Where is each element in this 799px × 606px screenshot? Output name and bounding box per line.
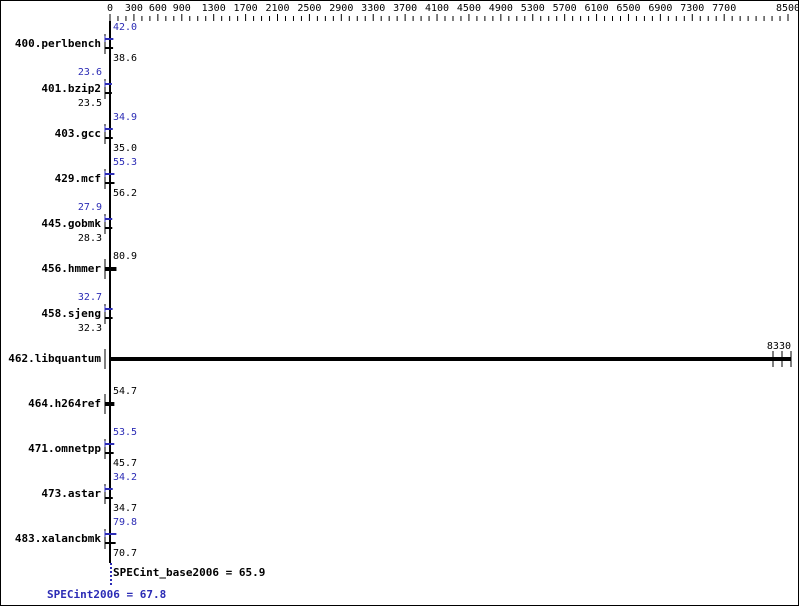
value-label-base: 56.2 xyxy=(113,188,137,199)
peak-summary-label: SPECint2006 = 67.8 xyxy=(47,588,166,601)
bar-base xyxy=(105,47,114,49)
bar-peak xyxy=(105,443,115,445)
benchmark-label: 483.xalancbmk xyxy=(15,532,101,545)
value-label-base: 8330 xyxy=(767,341,791,352)
bar-peak xyxy=(105,83,112,85)
value-label-base: 70.7 xyxy=(113,548,137,559)
x-tick-label: 4500 xyxy=(457,3,481,14)
value-label-base: 45.7 xyxy=(113,458,137,469)
x-tick-label: 900 xyxy=(173,3,191,14)
benchmark-label: 473.astar xyxy=(41,487,101,500)
bar-base xyxy=(105,542,116,544)
value-label-peak: 27.9 xyxy=(78,202,102,213)
x-tick-label: 300 xyxy=(125,3,143,14)
x-tick-label: 2900 xyxy=(329,3,353,14)
value-label-base: 32.3 xyxy=(78,323,102,334)
bar-peak xyxy=(105,38,114,40)
benchmark-label: 456.hmmer xyxy=(41,262,101,275)
x-tick-label: 6900 xyxy=(648,3,672,14)
benchmark-label: 458.sjeng xyxy=(41,307,101,320)
x-tick-label: 7300 xyxy=(680,3,704,14)
value-label-peak: 42.0 xyxy=(113,22,137,33)
value-label-base: 54.7 xyxy=(113,386,137,397)
bar-peak xyxy=(105,533,117,535)
value-label-peak: 34.9 xyxy=(113,112,137,123)
benchmark-label: 429.mcf xyxy=(55,172,101,185)
value-label-base: 34.7 xyxy=(113,503,137,514)
bar-base xyxy=(105,182,115,184)
value-label-base: 80.9 xyxy=(113,251,137,262)
bar-peak xyxy=(105,308,113,310)
benchmark-label: 471.omnetpp xyxy=(28,442,101,455)
bar-base xyxy=(105,452,114,454)
x-tick-label: 2500 xyxy=(297,3,321,14)
bar-base xyxy=(105,317,113,319)
value-label-base: 23.5 xyxy=(78,98,102,109)
bar-base xyxy=(105,137,113,139)
x-tick-label: 3300 xyxy=(361,3,385,14)
x-tick-label: 7700 xyxy=(712,3,736,14)
bar-base xyxy=(105,92,112,94)
benchmark-label: 462.libquantum xyxy=(8,352,101,365)
value-label-base: 38.6 xyxy=(113,53,137,64)
x-tick-label: 1700 xyxy=(234,3,258,14)
x-tick-label: 2100 xyxy=(265,3,289,14)
x-tick-label: 8500 xyxy=(776,3,798,14)
x-tick-label: 6100 xyxy=(585,3,609,14)
value-label-peak: 79.8 xyxy=(113,517,137,528)
x-tick-label: 5700 xyxy=(553,3,577,14)
benchmark-label: 403.gcc xyxy=(55,127,101,140)
value-label-peak: 23.6 xyxy=(78,67,102,78)
base-summary-label: SPECint_base2006 = 65.9 xyxy=(113,566,265,579)
x-tick-label: 4900 xyxy=(489,3,513,14)
benchmark-label: 401.bzip2 xyxy=(41,82,101,95)
benchmark-label: 445.gobmk xyxy=(41,217,101,230)
value-label-peak: 32.7 xyxy=(78,292,102,303)
bar-peak xyxy=(105,488,113,490)
x-tick-label: 3700 xyxy=(393,3,417,14)
bar-base xyxy=(105,227,113,229)
bar-base xyxy=(105,497,113,499)
bar-peak xyxy=(105,173,115,175)
x-tick-label: 600 xyxy=(149,3,167,14)
bar-base xyxy=(105,402,115,406)
bar-peak xyxy=(105,128,113,130)
benchmark-label: 464.h264ref xyxy=(28,397,101,410)
benchmark-label: 400.perlbench xyxy=(15,37,101,50)
value-label-peak: 53.5 xyxy=(113,427,137,438)
x-tick-label: 4100 xyxy=(425,3,449,14)
x-tick-label: 5300 xyxy=(521,3,545,14)
x-tick-label: 6500 xyxy=(616,3,640,14)
x-tick-label: 0 xyxy=(107,3,113,14)
value-label-base: 35.0 xyxy=(113,143,137,154)
bar-base xyxy=(110,357,791,361)
x-tick-label: 1300 xyxy=(202,3,226,14)
value-label-base: 28.3 xyxy=(78,233,102,244)
value-label-peak: 55.3 xyxy=(113,157,137,168)
bar-peak xyxy=(105,218,113,220)
value-label-peak: 34.2 xyxy=(113,472,137,483)
bar-base xyxy=(105,267,117,271)
